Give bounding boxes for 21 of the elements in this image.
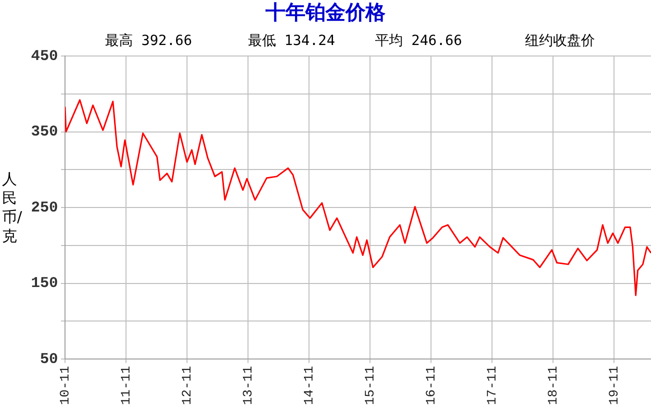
x-tick-label: 14-11 xyxy=(301,366,316,406)
y-tick-label: 150 xyxy=(30,275,58,292)
x-tick-label: 17-11 xyxy=(484,366,500,406)
y-tick-label: 250 xyxy=(30,199,58,216)
y-axis-title: 人民币/克 xyxy=(2,170,22,246)
x-tick-label: 10-11 xyxy=(57,366,72,406)
x-tick-label: 19-11 xyxy=(606,366,622,406)
x-tick-label: 11-11 xyxy=(118,366,134,406)
text: 最高 392.66 xyxy=(105,32,192,50)
text: 纽约收盘价 xyxy=(525,32,595,50)
y-tick-label: 350 xyxy=(30,124,58,141)
x-tick-label: 12-11 xyxy=(179,366,194,406)
x-tick-label: 15-11 xyxy=(362,366,378,406)
x-tick-label: 18-11 xyxy=(545,366,560,406)
x-tick-label: 16-11 xyxy=(423,366,438,406)
y-tick-label: 50 xyxy=(40,350,58,368)
text: 平均 246.66 xyxy=(375,32,462,50)
x-tick-label: 13-11 xyxy=(240,366,256,406)
y-tick-label: 450 xyxy=(30,48,58,65)
chart-title: 十年铂金价格 xyxy=(264,0,386,24)
text: 最低 134.24 xyxy=(248,32,336,50)
